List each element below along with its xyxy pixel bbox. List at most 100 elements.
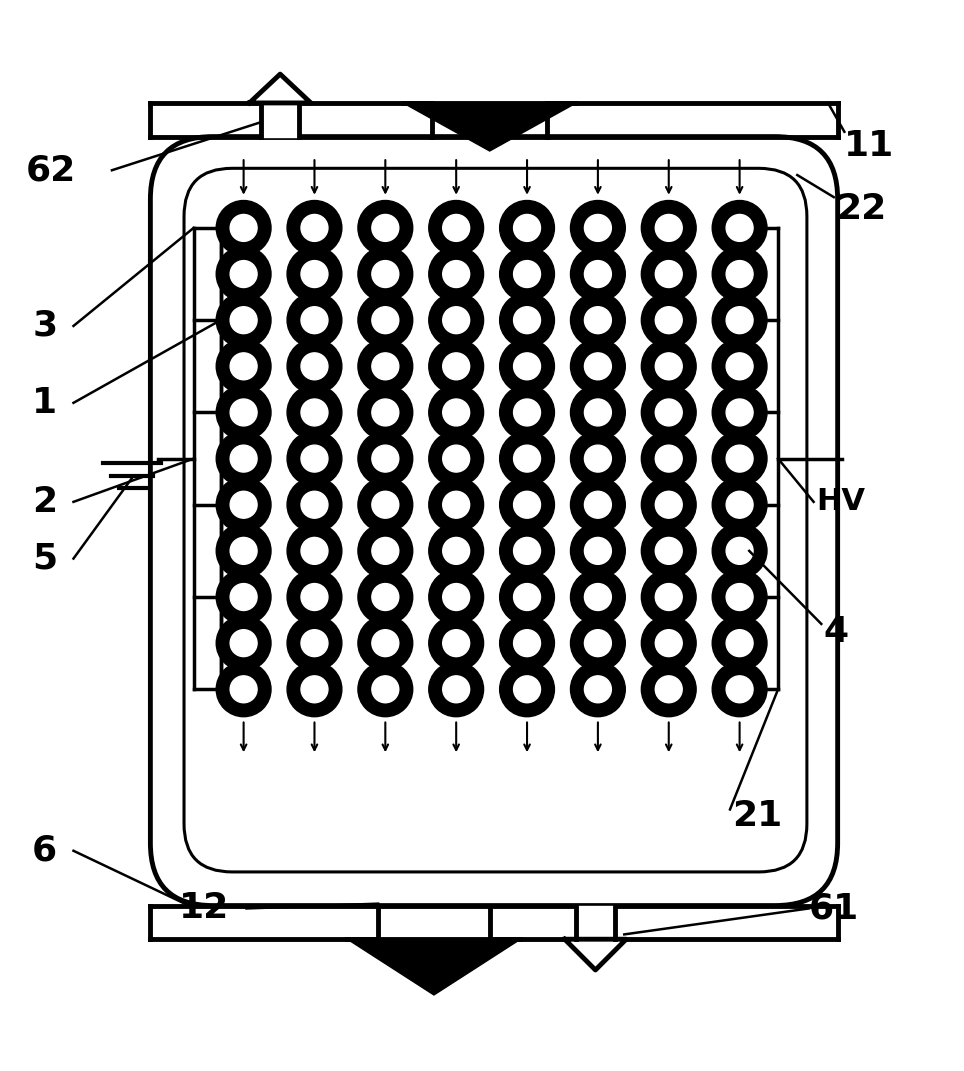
Circle shape bbox=[514, 399, 541, 426]
Circle shape bbox=[216, 432, 271, 486]
Circle shape bbox=[301, 538, 328, 564]
Text: 1: 1 bbox=[32, 386, 57, 420]
Circle shape bbox=[726, 306, 753, 334]
Circle shape bbox=[301, 676, 328, 703]
Circle shape bbox=[571, 478, 626, 532]
Circle shape bbox=[429, 478, 484, 532]
Circle shape bbox=[712, 616, 767, 670]
Circle shape bbox=[301, 630, 328, 657]
Circle shape bbox=[571, 570, 626, 624]
Circle shape bbox=[287, 292, 342, 348]
Circle shape bbox=[712, 292, 767, 348]
Circle shape bbox=[712, 386, 767, 440]
Circle shape bbox=[571, 200, 626, 255]
Circle shape bbox=[372, 260, 399, 287]
Circle shape bbox=[429, 246, 484, 301]
Polygon shape bbox=[565, 939, 627, 970]
Circle shape bbox=[287, 478, 342, 532]
Circle shape bbox=[514, 306, 541, 334]
Circle shape bbox=[712, 478, 767, 532]
Circle shape bbox=[712, 200, 767, 255]
Circle shape bbox=[571, 616, 626, 670]
Circle shape bbox=[216, 478, 271, 532]
Circle shape bbox=[429, 524, 484, 578]
Circle shape bbox=[442, 260, 469, 287]
Circle shape bbox=[514, 630, 541, 657]
Circle shape bbox=[216, 246, 271, 301]
Circle shape bbox=[372, 399, 399, 426]
Circle shape bbox=[442, 306, 469, 334]
Circle shape bbox=[216, 292, 271, 348]
Circle shape bbox=[712, 246, 767, 301]
Circle shape bbox=[641, 478, 696, 532]
Circle shape bbox=[301, 584, 328, 610]
Circle shape bbox=[287, 200, 342, 255]
Circle shape bbox=[301, 492, 328, 518]
Text: 6: 6 bbox=[32, 834, 57, 868]
Circle shape bbox=[358, 432, 413, 486]
Circle shape bbox=[656, 492, 683, 518]
Circle shape bbox=[656, 352, 683, 380]
Circle shape bbox=[358, 386, 413, 440]
Circle shape bbox=[712, 338, 767, 394]
Circle shape bbox=[712, 570, 767, 624]
Circle shape bbox=[584, 492, 611, 518]
Text: 12: 12 bbox=[179, 891, 229, 925]
Polygon shape bbox=[347, 939, 521, 995]
Circle shape bbox=[301, 306, 328, 334]
Circle shape bbox=[656, 630, 683, 657]
Circle shape bbox=[358, 524, 413, 578]
Circle shape bbox=[656, 214, 683, 241]
Circle shape bbox=[514, 584, 541, 610]
Circle shape bbox=[287, 432, 342, 486]
Circle shape bbox=[216, 386, 271, 440]
Circle shape bbox=[584, 584, 611, 610]
Circle shape bbox=[499, 570, 554, 624]
Circle shape bbox=[514, 676, 541, 703]
Circle shape bbox=[499, 616, 554, 670]
Circle shape bbox=[571, 524, 626, 578]
Circle shape bbox=[372, 538, 399, 564]
Circle shape bbox=[216, 570, 271, 624]
Circle shape bbox=[726, 676, 753, 703]
Circle shape bbox=[230, 306, 257, 334]
Circle shape bbox=[514, 538, 541, 564]
Circle shape bbox=[216, 200, 271, 255]
Circle shape bbox=[584, 446, 611, 472]
Circle shape bbox=[287, 616, 342, 670]
Circle shape bbox=[358, 292, 413, 348]
Circle shape bbox=[641, 616, 696, 670]
Circle shape bbox=[726, 538, 753, 564]
Circle shape bbox=[514, 352, 541, 380]
Circle shape bbox=[726, 584, 753, 610]
Text: 62: 62 bbox=[25, 153, 75, 187]
Circle shape bbox=[571, 386, 626, 440]
Circle shape bbox=[230, 584, 257, 610]
Circle shape bbox=[230, 538, 257, 564]
Circle shape bbox=[429, 432, 484, 486]
Circle shape bbox=[442, 676, 469, 703]
Circle shape bbox=[301, 214, 328, 241]
Text: 3: 3 bbox=[32, 308, 57, 343]
Circle shape bbox=[301, 352, 328, 380]
Circle shape bbox=[656, 676, 683, 703]
Circle shape bbox=[499, 292, 554, 348]
Polygon shape bbox=[250, 74, 311, 103]
Circle shape bbox=[216, 616, 271, 670]
Circle shape bbox=[584, 260, 611, 287]
Circle shape bbox=[641, 662, 696, 716]
Circle shape bbox=[726, 446, 753, 472]
Circle shape bbox=[584, 399, 611, 426]
Circle shape bbox=[301, 446, 328, 472]
Circle shape bbox=[571, 662, 626, 716]
Circle shape bbox=[358, 478, 413, 532]
Circle shape bbox=[571, 246, 626, 301]
Circle shape bbox=[230, 214, 257, 241]
Circle shape bbox=[287, 338, 342, 394]
Circle shape bbox=[726, 260, 753, 287]
Circle shape bbox=[287, 662, 342, 716]
Circle shape bbox=[656, 260, 683, 287]
Circle shape bbox=[287, 524, 342, 578]
Circle shape bbox=[712, 432, 767, 486]
Text: 22: 22 bbox=[836, 192, 886, 226]
